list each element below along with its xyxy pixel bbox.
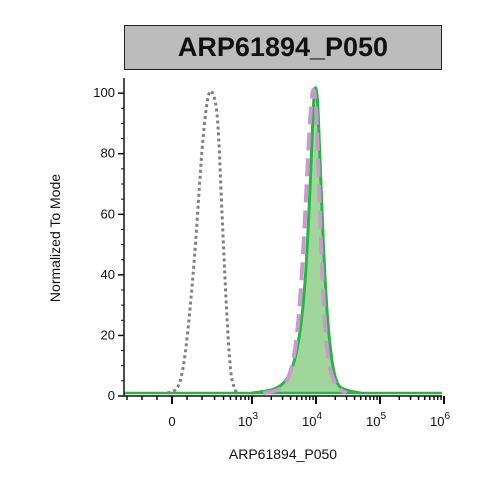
dotted-control-curve bbox=[166, 89, 239, 395]
chart-title-box: ARP61894_P050 bbox=[124, 25, 442, 70]
y-tick-label: 100 bbox=[93, 85, 115, 100]
y-tick-label: 80 bbox=[101, 146, 115, 161]
x-tick-label: 105 bbox=[366, 411, 386, 429]
x-axis-label: ARP61894_P050 bbox=[229, 446, 337, 462]
dashed-isotype-curve bbox=[262, 88, 348, 395]
y-ticks: 0 20 40 60 80 100 bbox=[93, 85, 124, 403]
x-tick-label: 106 bbox=[430, 411, 450, 429]
axes-layer bbox=[123, 78, 442, 397]
y-tick-label: 0 bbox=[108, 388, 115, 403]
y-tick-label: 20 bbox=[101, 327, 115, 342]
y-tick-label: 40 bbox=[101, 267, 115, 282]
x-ticks: 0 103 104 105 106 bbox=[126, 396, 450, 429]
x-tick-label: 103 bbox=[238, 411, 258, 429]
filled-sample-area bbox=[252, 87, 361, 394]
chart-title: ARP61894_P050 bbox=[177, 32, 389, 62]
x-tick-label: 0 bbox=[168, 414, 175, 429]
series-layer bbox=[124, 86, 442, 395]
x-tick-label: 104 bbox=[302, 411, 322, 429]
y-axis-label: Normalized To Mode bbox=[47, 174, 63, 302]
y-tick-label: 60 bbox=[101, 206, 115, 221]
